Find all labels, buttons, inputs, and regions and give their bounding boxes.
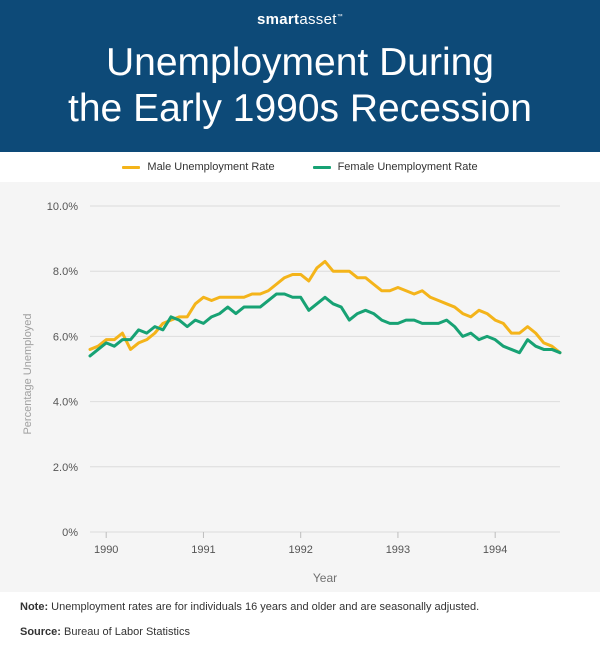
legend-entry-female: Female Unemployment Rate xyxy=(312,161,478,173)
legend-label-female: Female Unemployment Rate xyxy=(337,161,478,173)
source-line: Source: Bureau of Labor Statistics xyxy=(20,626,190,638)
series-line-male xyxy=(88,259,562,355)
y-tick-label: 2.0% xyxy=(53,462,78,474)
legend-swatch-female xyxy=(312,165,331,169)
note-label: Note: xyxy=(20,601,49,613)
x-axis-label: Year xyxy=(313,571,337,585)
line-chart: 0% 2.0% 4.0% 6.0% 8.0% 10.0% 1990 1991 1992 1993… xyxy=(22,201,562,585)
y-axis-label: Percentage Unemployed xyxy=(22,313,34,434)
x-tick-labels: 1990 1991 1992 1993 1994 xyxy=(94,544,507,556)
source-text: Bureau of Labor Statistics xyxy=(60,626,190,638)
footer: Note: Unemployment rates are for individ… xyxy=(0,592,600,655)
title-line-2: the Early 1990s Recession xyxy=(68,87,532,130)
note-text: Unemployment rates are for individuals 1… xyxy=(48,601,480,613)
x-tick-label: 1993 xyxy=(386,544,410,556)
series-line-female xyxy=(88,292,562,358)
title-line-1: Unemployment During xyxy=(105,41,494,84)
chart-area: 0% 2.0% 4.0% 6.0% 8.0% 10.0% 1990 1991 1992 1993… xyxy=(0,182,600,592)
grid-layer xyxy=(90,205,560,538)
y-tick-labels: 0% 2.0% 4.0% 6.0% 8.0% 10.0% xyxy=(47,201,78,539)
y-tick-label: 6.0% xyxy=(53,331,78,343)
series-layer xyxy=(88,259,562,358)
x-tick-label: 1991 xyxy=(191,544,215,556)
chart-legend: Male Unemployment Rate Female Unemployme… xyxy=(0,152,600,182)
legend-entry-male: Male Unemployment Rate xyxy=(122,161,275,173)
x-tick-label: 1992 xyxy=(288,544,312,556)
y-tick-label: 8.0% xyxy=(53,266,78,278)
x-tick-label: 1994 xyxy=(483,544,507,556)
x-tick-label: 1990 xyxy=(94,544,118,556)
header-banner: smartasset™ Unemployment During the Earl… xyxy=(0,0,600,152)
y-tick-label: 4.0% xyxy=(53,397,78,409)
legend-swatch-male xyxy=(122,165,141,169)
footnote: Note: Unemployment rates are for individ… xyxy=(20,601,479,613)
y-tick-label: 10.0% xyxy=(47,201,78,213)
legend-label-male: Male Unemployment Rate xyxy=(147,161,275,173)
brand-logo: smartasset™ xyxy=(256,11,344,28)
source-label: Source: xyxy=(20,626,61,638)
y-tick-label: 0% xyxy=(62,527,78,539)
chart-title: Unemployment During the Early 1990s Rece… xyxy=(0,40,600,132)
